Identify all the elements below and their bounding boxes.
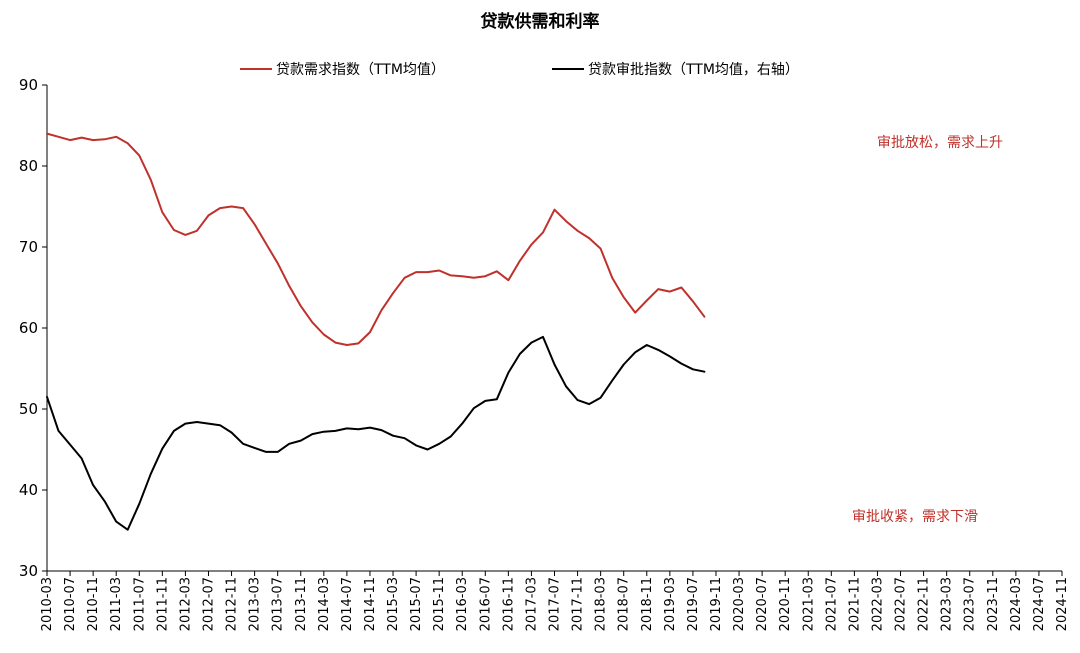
x-tick-label: 2023-11 <box>986 577 1001 631</box>
x-tick-label: 2017-03 <box>524 577 539 631</box>
x-tick-label: 2024-07 <box>1032 577 1047 631</box>
x-tick-label: 2012-03 <box>178 577 193 631</box>
x-tick-label: 2015-11 <box>432 577 447 631</box>
annotation-loosening: 审批放松，需求上升 <box>877 135 1003 151</box>
x-tick-label: 2021-03 <box>801 577 816 631</box>
x-tick-label: 2020-07 <box>755 577 770 631</box>
x-tick-label: 2016-11 <box>501 577 516 631</box>
x-tick-label: 2022-07 <box>894 577 909 631</box>
x-tick-label: 2012-11 <box>225 577 240 631</box>
y-tick-label: 90 <box>19 76 38 94</box>
y-tick-label: 50 <box>19 400 38 418</box>
x-tick-label: 2016-07 <box>478 577 493 631</box>
x-tick-label: 2020-11 <box>778 577 793 631</box>
x-tick-label: 2019-07 <box>686 577 701 631</box>
legend: 贷款需求指数（TTM均值） 贷款审批指数（TTM均值，右轴） <box>240 62 799 78</box>
x-tick-label: 2018-03 <box>594 577 609 631</box>
x-tick-label: 2019-11 <box>709 577 724 631</box>
series-layer <box>46 132 706 531</box>
x-tick-label: 2021-07 <box>824 577 839 631</box>
x-tick-label: 2020-03 <box>732 577 747 631</box>
x-tick-label: 2011-07 <box>132 577 147 631</box>
x-tick-label: 2017-11 <box>571 577 586 631</box>
legend-label-approval: 贷款审批指数（TTM均值，右轴） <box>588 62 799 78</box>
x-tick-label: 2010-03 <box>40 577 55 631</box>
x-tick-label: 2010-11 <box>86 577 101 631</box>
axes <box>46 85 1062 572</box>
x-tick-label: 2023-07 <box>963 577 978 631</box>
y-tick-label: 70 <box>19 238 38 256</box>
x-tick-label: 2024-11 <box>1055 577 1070 631</box>
x-axis-ticks: 2010-03 2010-07 2010-11 2011-03 2011-07 2011-… <box>40 571 1070 631</box>
series-line-demand <box>46 132 706 346</box>
legend-label-demand: 贷款需求指数（TTM均值） <box>276 62 445 78</box>
x-tick-label: 2018-11 <box>640 577 655 631</box>
x-tick-label: 2017-07 <box>548 577 563 631</box>
x-tick-label: 2016-03 <box>455 577 470 631</box>
x-tick-label: 2011-03 <box>109 577 124 631</box>
x-tick-label: 2014-11 <box>363 577 378 631</box>
x-tick-label: 2018-07 <box>617 577 632 631</box>
x-tick-label: 2023-03 <box>940 577 955 631</box>
x-tick-label: 2013-03 <box>248 577 263 631</box>
x-tick-label: 2024-03 <box>1009 577 1024 631</box>
series-line-approval <box>46 335 706 531</box>
y-axis-ticks: 30 40 50 60 70 80 90 <box>19 76 47 580</box>
x-tick-label: 2013-11 <box>294 577 309 631</box>
x-tick-label: 2011-11 <box>155 577 170 631</box>
y-tick-label: 80 <box>19 157 38 175</box>
x-tick-label: 2013-07 <box>271 577 286 631</box>
x-tick-label: 2021-11 <box>847 577 862 631</box>
y-tick-label: 60 <box>19 319 38 337</box>
x-tick-label: 2022-11 <box>917 577 932 631</box>
x-tick-label: 2022-03 <box>870 577 885 631</box>
x-tick-label: 2014-03 <box>317 577 332 631</box>
x-tick-label: 2014-07 <box>340 577 355 631</box>
x-tick-label: 2015-07 <box>409 577 424 631</box>
y-tick-label: 40 <box>19 481 38 499</box>
chart-title: 贷款供需和利率 <box>481 11 600 32</box>
x-tick-label: 2010-07 <box>63 577 78 631</box>
annotation-tightening: 审批收紧，需求下滑 <box>852 508 978 525</box>
x-tick-label: 2015-03 <box>386 577 401 631</box>
x-tick-label: 2019-03 <box>663 577 678 631</box>
x-tick-label: 2012-07 <box>201 577 216 631</box>
y-tick-label: 30 <box>19 562 38 580</box>
